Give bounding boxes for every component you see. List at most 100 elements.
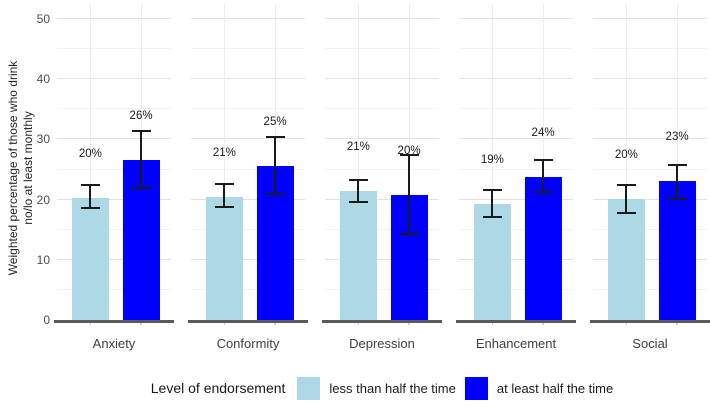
gridline-minor — [57, 168, 171, 170]
gridline-minor — [191, 48, 305, 50]
facet-panel-conformity: 21% 25% Conformity — [188, 4, 308, 351]
gridline-major — [191, 78, 305, 80]
error-bar-line — [223, 185, 226, 206]
legend-items: less than half the time at least half the… — [297, 376, 614, 400]
gridline-major — [325, 78, 439, 80]
error-bar-cap-bottom — [348, 201, 368, 204]
category-label-anxiety: Anxiety — [92, 336, 136, 351]
error-bar-cap-top — [533, 159, 553, 162]
error-bar-line — [491, 191, 494, 216]
y-axis-title-line2: no/lo at least monthly — [21, 111, 35, 225]
gridline-minor — [191, 228, 305, 230]
gridline-major — [459, 138, 573, 140]
error-bar-cap-top — [348, 178, 368, 181]
error-bar-line — [357, 180, 360, 202]
gridline-minor — [593, 288, 707, 290]
error-bar-line — [676, 165, 679, 198]
bar-anxiety-less-than-half-the-time — [71, 197, 109, 320]
y-axis-title: Weighted percentage of those who drink n… — [6, 0, 38, 338]
gridline-minor — [593, 108, 707, 110]
gridline-minor — [593, 48, 707, 50]
error-bar-line — [140, 131, 143, 187]
category-label-conformity: Conformity — [216, 336, 280, 351]
error-bar-cap-top — [131, 129, 151, 132]
gridline-major — [459, 198, 573, 200]
gridline-minor — [459, 108, 573, 110]
legend: Level of endorsement less than half the … — [57, 375, 707, 401]
error-bar-cap-bottom — [667, 197, 687, 200]
gridline-minor — [191, 108, 305, 110]
legend-swatch-less-than-half-the-time — [297, 376, 321, 400]
gridline-minor — [57, 288, 171, 290]
gridline-minor — [57, 108, 171, 110]
gridline-minor — [459, 48, 573, 50]
gridline-minor — [325, 168, 439, 170]
x-axis-tick — [542, 321, 544, 325]
facet-panel-anxiety: 20% 26% Anxiety — [54, 4, 174, 351]
gridline-major — [57, 18, 171, 19]
facet-panel-social: 20% 23% Social — [590, 4, 710, 351]
y-axis-title-line1: Weighted percentage of those who drink — [6, 60, 20, 276]
bar-value-label: 24% — [531, 126, 555, 139]
y-tick-label-40: 40 — [36, 72, 50, 87]
error-bar-cap-top — [482, 189, 502, 192]
error-bar-cap-bottom — [80, 207, 100, 210]
bar-enhancement-less-than-half-the-time — [473, 204, 511, 320]
gridline-major — [191, 138, 305, 140]
gridline-minor — [325, 48, 439, 50]
gridline-vertical — [491, 4, 493, 320]
gridline-major — [191, 258, 305, 260]
bar-value-label: 20% — [614, 149, 638, 161]
gridline-major — [191, 198, 305, 200]
bar-value-label: 20% — [78, 147, 102, 160]
gridline-major — [459, 18, 573, 19]
error-bar-line — [542, 161, 545, 192]
bar-value-label: 23% — [665, 130, 689, 143]
gridline-major — [57, 138, 171, 140]
gridline-minor — [325, 108, 439, 110]
x-axis-tick — [408, 321, 410, 325]
gridline-major — [191, 18, 305, 19]
bar-value-label: 19% — [480, 154, 504, 167]
error-bar-cap-bottom — [265, 192, 285, 195]
gridline-major — [57, 258, 171, 260]
gridline-minor — [191, 168, 305, 170]
legend-label-at-least-half-the-time: at least half the time — [496, 380, 614, 396]
gridline-minor — [191, 288, 305, 290]
category-label-depression: Depression — [349, 336, 415, 351]
error-bar-cap-top — [265, 136, 285, 139]
x-axis-line — [322, 320, 442, 323]
gridline-major — [593, 258, 707, 260]
facet-panel-enhancement: 19% 24% Enhancement — [456, 4, 576, 351]
gridline-major — [325, 198, 439, 200]
bar-social-at-least-half-the-time — [658, 180, 696, 320]
gridline-major — [459, 258, 573, 260]
bar-value-label: 26% — [129, 109, 153, 122]
x-axis-tick — [357, 321, 360, 325]
gridline-major — [325, 258, 439, 260]
gridline-vertical — [625, 4, 627, 320]
bar-depression-less-than-half-the-time — [339, 191, 377, 320]
bar-value-label: 21% — [212, 146, 236, 159]
bar-conformity-less-than-half-the-time — [205, 196, 243, 320]
chart-panels: 20% 26% Anxiety 21% 25% Conformity 21% 20% Depre… — [54, 4, 710, 351]
x-axis-line — [188, 320, 308, 323]
gridline-minor — [325, 228, 439, 230]
error-bar-cap-bottom — [131, 186, 151, 189]
x-axis-tick — [274, 321, 276, 325]
gridline-major — [325, 138, 439, 140]
gridline-major — [593, 18, 707, 19]
bar-value-label: 21% — [346, 141, 370, 154]
gridline-minor — [593, 228, 707, 230]
gridline-vertical — [357, 4, 359, 320]
gridline-vertical — [676, 4, 678, 320]
error-bar-line — [89, 186, 92, 208]
y-tick-label-0: 0 — [43, 313, 50, 327]
x-axis-tick — [89, 321, 92, 325]
x-axis-tick — [625, 321, 628, 325]
bar-value-label: 25% — [263, 115, 287, 128]
legend-swatch-at-least-half-the-time — [464, 376, 488, 400]
error-bar-cap-top — [214, 183, 234, 186]
gridline-vertical — [223, 4, 225, 320]
